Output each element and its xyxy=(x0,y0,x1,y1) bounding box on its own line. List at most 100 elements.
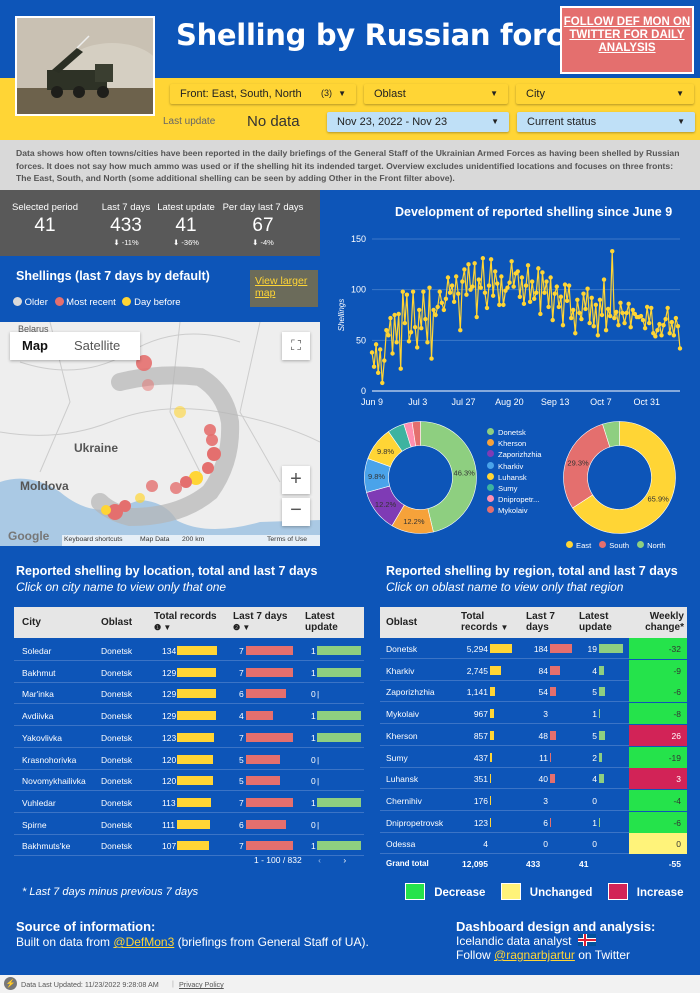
oblast-donut-legend: Donetsk Kherson Zaporizhzhia Kharkiv Luhansk… xyxy=(487,427,541,517)
zero-marker: | xyxy=(317,689,319,699)
data-point xyxy=(557,305,561,309)
tab-satellite[interactable]: Satellite xyxy=(74,338,120,353)
last7-bar xyxy=(550,731,556,740)
col-latest[interactable]: Latest update xyxy=(579,611,619,633)
col-change[interactable]: Weekly change* xyxy=(638,611,684,633)
data-point xyxy=(505,285,509,289)
oblast-name[interactable]: Kharkiv xyxy=(386,666,414,676)
table-row[interactable]: Chernihiv 176 3 0 -4 xyxy=(380,790,687,811)
map-attribution: Keyboard shortcuts Map Data 200 km Terms… xyxy=(62,535,320,546)
table-row[interactable]: Vuhledar Donetsk 113 7 1 xyxy=(14,792,364,813)
grand-total-last7: 433 xyxy=(526,859,540,869)
slice-label: 9.8% xyxy=(377,447,394,456)
city-name[interactable]: Soledar xyxy=(22,646,51,656)
legend-label: East xyxy=(576,541,591,550)
change-value: 26 xyxy=(672,731,681,741)
city-name[interactable]: Mar'inka xyxy=(22,689,54,699)
total-bar xyxy=(177,755,213,764)
keyboard-shortcuts-link[interactable]: Keyboard shortcuts xyxy=(64,536,123,543)
col-total[interactable]: Total records ❶ ▼ xyxy=(154,611,217,633)
col-last7[interactable]: Last 7 days xyxy=(526,611,566,633)
zoom-in-button[interactable]: + xyxy=(282,466,310,494)
city-name[interactable]: Avdiivka xyxy=(22,711,54,721)
tab-map[interactable]: Map xyxy=(22,338,48,353)
last7-value: 7 xyxy=(239,841,244,851)
legend-dot xyxy=(637,541,644,548)
map-data-link[interactable]: Map Data xyxy=(140,536,169,543)
latest-value: 1 xyxy=(311,841,316,851)
view-larger-map-link[interactable]: View larger map xyxy=(250,270,318,307)
city-filter[interactable]: City ▼ xyxy=(516,84,694,104)
table-row[interactable]: Kharkiv 2,745 84 4 -9 xyxy=(380,660,687,681)
data-point xyxy=(555,284,559,288)
col-oblast[interactable]: Oblast xyxy=(386,617,417,628)
data-point xyxy=(511,284,515,288)
table-row[interactable]: Bakhmut Donetsk 129 7 1 xyxy=(14,662,364,683)
table-row[interactable]: Soledar Donetsk 134 7 1 xyxy=(14,640,364,661)
col-total[interactable]: Total records ▼ xyxy=(461,611,513,633)
latest-bar xyxy=(599,709,600,718)
col-city[interactable]: City xyxy=(22,617,41,628)
oblast-filter[interactable]: Oblast ▼ xyxy=(364,84,508,104)
table-row[interactable]: Mykolaiv 967 3 1 -8 xyxy=(380,703,687,724)
city-name[interactable]: Novomykhailivka xyxy=(22,776,86,786)
city-name[interactable]: Bakhmuts'ke xyxy=(22,841,70,851)
table-row[interactable]: Donetsk 5,294 184 19 -32 xyxy=(380,638,687,659)
total-value: 129 xyxy=(162,711,176,721)
oblast-name[interactable]: Zaporizhzhia xyxy=(386,687,435,697)
city-name[interactable]: Vuhledar xyxy=(22,798,56,808)
terms-link[interactable]: Terms of Use xyxy=(267,536,307,543)
front-filter[interactable]: Front: East, South, North (3) ▼ xyxy=(170,84,356,104)
col-last7[interactable]: Last 7 days ❷ ▼ xyxy=(233,611,287,633)
defmon-link[interactable]: @DefMon3 xyxy=(113,935,174,949)
latest-value: 4 xyxy=(592,774,597,784)
status-filter[interactable]: Current status ▼ xyxy=(517,112,695,132)
col-latest[interactable]: Latest update xyxy=(305,611,351,633)
oblast-name[interactable]: Chernihiv xyxy=(386,796,422,806)
col-oblast[interactable]: Oblast xyxy=(101,617,132,628)
privacy-link[interactable]: Privacy Policy xyxy=(179,980,224,989)
ragnar-link[interactable]: @ragnarbjartur xyxy=(494,948,575,962)
table-row[interactable]: Krasnohorivka Donetsk 120 5 0 | xyxy=(14,749,364,770)
table-row[interactable]: Avdiivka Donetsk 129 4 1 xyxy=(14,705,364,726)
table-row[interactable]: Kherson 857 48 5 26 xyxy=(380,725,687,746)
map-view[interactable]: Belarus Ukraine Moldova Map Satellite ⛶ … xyxy=(0,322,320,546)
grand-total-change: -55 xyxy=(669,859,681,869)
oblast-name[interactable]: Sumy xyxy=(386,753,408,763)
legend-swatch-decrease xyxy=(405,883,425,900)
last7-bar xyxy=(246,668,293,677)
twitter-follow-link[interactable]: FOLLOW DEF MON ON TWITTER FOR DAILY ANAL… xyxy=(560,6,694,74)
date-range-picker[interactable]: Nov 23, 2022 - Nov 23 ▼ xyxy=(327,112,509,132)
data-point xyxy=(573,331,577,335)
oblast-name[interactable]: Kherson xyxy=(386,731,418,741)
change-value: -6 xyxy=(673,687,681,697)
next-page-button[interactable]: › xyxy=(343,855,346,865)
table-row[interactable]: Novomykhailivka Donetsk 120 5 0 | xyxy=(14,770,364,791)
oblast-name[interactable]: Luhansk xyxy=(386,774,418,784)
oblast-name[interactable]: Odessa xyxy=(386,839,415,849)
table-row[interactable]: Mar'inka Donetsk 129 6 0 | xyxy=(14,683,364,704)
oblast-name[interactable]: Donetsk xyxy=(386,644,417,654)
oblast-name[interactable]: Dnipropetrovsk xyxy=(386,818,443,828)
table-row[interactable]: Yakovlivka Donetsk 123 7 1 xyxy=(14,727,364,748)
table-row[interactable]: Spirne Donetsk 111 6 0 | xyxy=(14,814,364,835)
table-row[interactable]: Sumy 437 11 2 -19 xyxy=(380,747,687,768)
prev-page-button[interactable]: ‹ xyxy=(318,855,321,865)
kpi-label: Per day last 7 days xyxy=(218,202,308,213)
table-row[interactable]: Dnipropetrovsk 123 6 1 -6 xyxy=(380,812,687,833)
table-row[interactable]: Luhansk 351 40 4 3 xyxy=(380,768,687,789)
oblast-name: Donetsk xyxy=(101,733,132,743)
zoom-out-button[interactable]: − xyxy=(282,498,310,526)
city-name[interactable]: Bakhmut xyxy=(22,668,56,678)
city-name[interactable]: Spirne xyxy=(22,820,47,830)
city-name[interactable]: Yakovlivka xyxy=(22,733,62,743)
legend-label: Dnipropetr... xyxy=(498,495,539,504)
table-row[interactable]: Zaporizhzhia 1,141 54 5 -6 xyxy=(380,681,687,702)
table-row[interactable]: Odessa 4 0 0 0 xyxy=(380,833,687,854)
table-row[interactable]: Bakhmuts'ke Donetsk 107 7 1 xyxy=(14,835,364,856)
last7-bar xyxy=(246,733,293,742)
total-bar xyxy=(177,733,214,742)
fullscreen-button[interactable]: ⛶ xyxy=(282,332,310,360)
city-name[interactable]: Krasnohorivka xyxy=(22,755,76,765)
oblast-name[interactable]: Mykolaiv xyxy=(386,709,419,719)
